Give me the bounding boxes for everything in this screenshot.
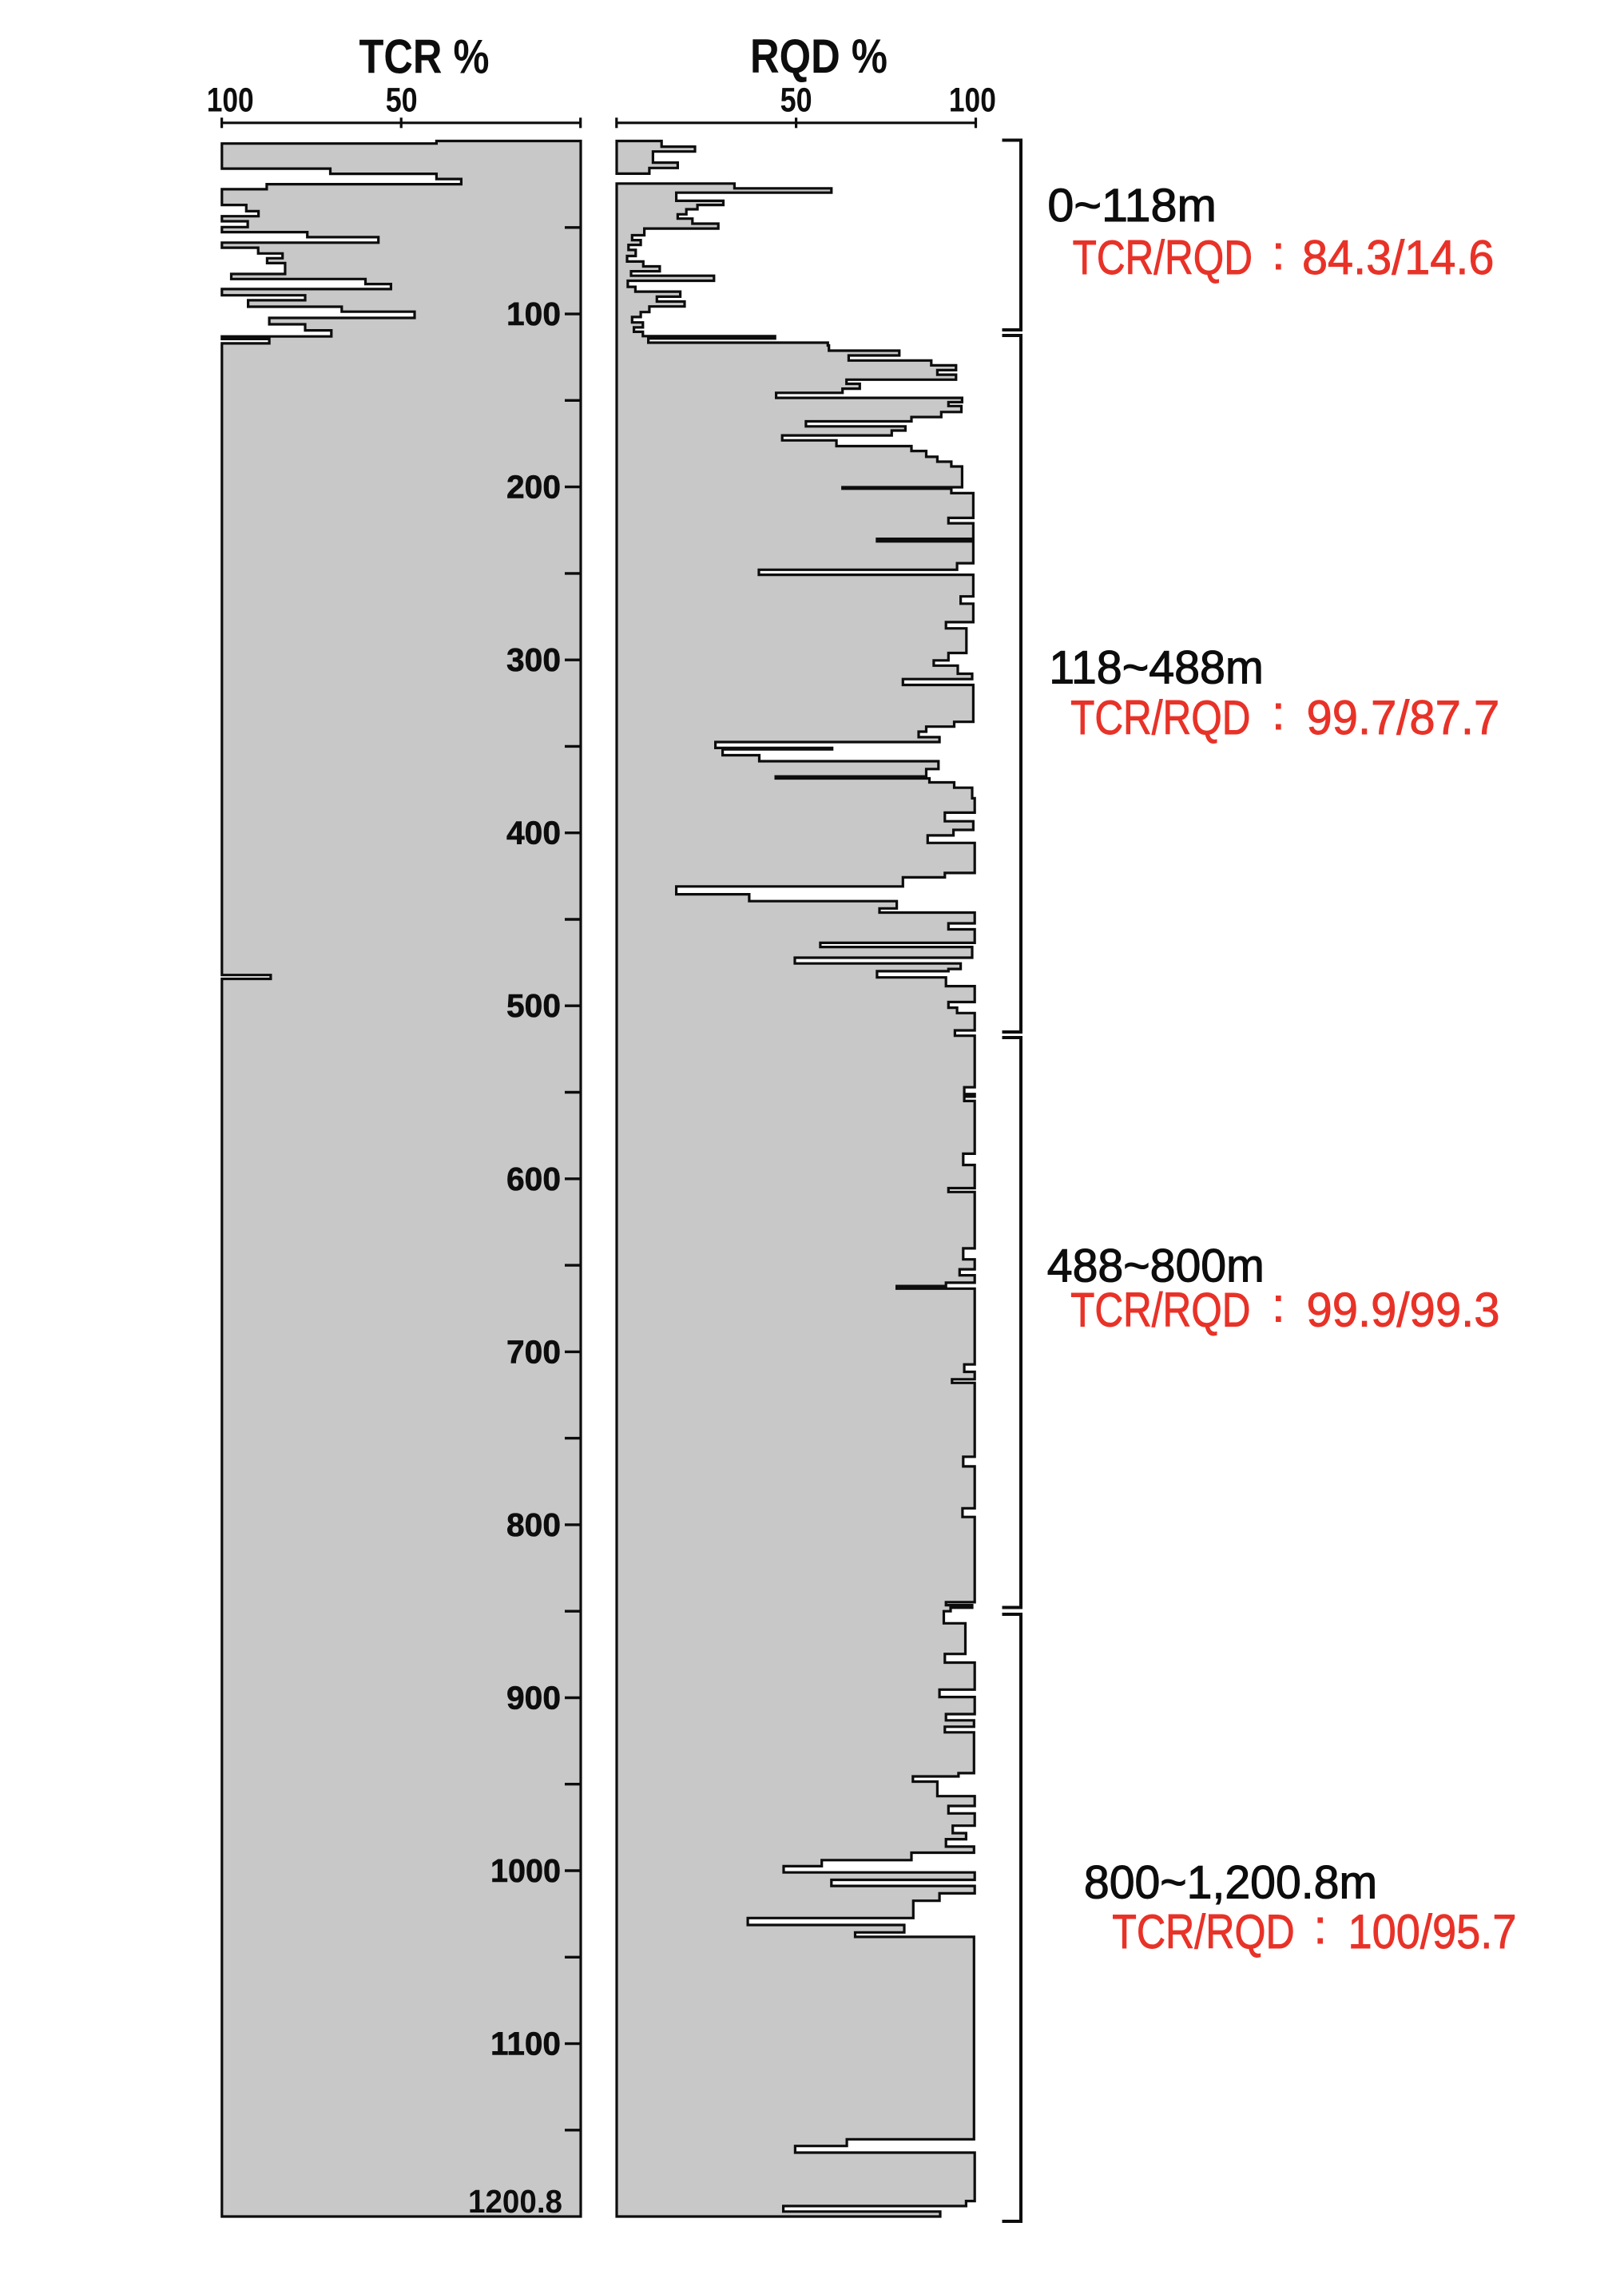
svg-text:1200.8: 1200.8	[468, 2183, 562, 2220]
svg-text:TCR/RQD:100/95.7: TCR/RQD:100/95.7	[1112, 1900, 1516, 1959]
svg-text:RQD %: RQD %	[750, 30, 887, 83]
svg-text:700: 700	[506, 1333, 561, 1370]
svg-text:50: 50	[386, 81, 418, 120]
svg-text:800~1,200.8m: 800~1,200.8m	[1084, 1857, 1377, 1909]
svg-text:300: 300	[506, 641, 561, 678]
svg-text:100: 100	[506, 296, 561, 332]
svg-text:100: 100	[949, 81, 996, 120]
svg-text:600: 600	[506, 1161, 561, 1197]
svg-text:TCR/RQD:99.9/99.3: TCR/RQD:99.9/99.3	[1070, 1279, 1499, 1337]
svg-text:1100: 1100	[490, 2026, 561, 2062]
svg-text:200: 200	[506, 469, 561, 506]
svg-text:118~488m: 118~488m	[1049, 642, 1264, 694]
svg-text:488~800m: 488~800m	[1047, 1240, 1265, 1292]
svg-text:50: 50	[780, 81, 812, 120]
svg-text:0~118m: 0~118m	[1047, 180, 1217, 232]
svg-text:800: 800	[506, 1506, 561, 1543]
svg-text:100: 100	[207, 81, 254, 120]
svg-text:400: 400	[506, 815, 561, 851]
svg-text:TCR/RQD:84.3/14.6: TCR/RQD:84.3/14.6	[1073, 226, 1495, 284]
svg-text:TCR/RQD:99.7/87.7: TCR/RQD:99.7/87.7	[1070, 686, 1499, 744]
svg-text:TCR %: TCR %	[359, 30, 490, 84]
svg-text:500: 500	[506, 987, 561, 1024]
svg-text:1000: 1000	[490, 1852, 561, 1889]
svg-text:900: 900	[506, 1680, 561, 1717]
